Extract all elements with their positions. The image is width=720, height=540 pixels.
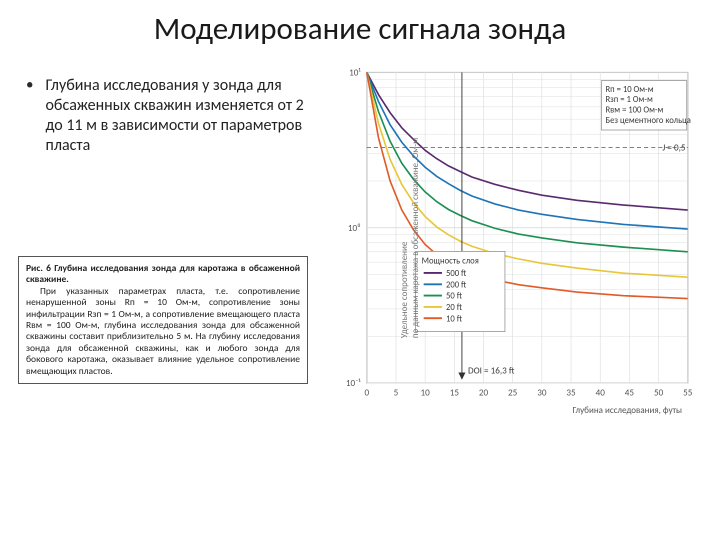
svg-text:10⁰: 10⁰ [348,223,361,234]
bullet-item: • Глубина исследования у зонда для обсаж… [18,58,308,156]
svg-text:45: 45 [625,387,635,398]
svg-text:55: 55 [683,387,693,398]
svg-text:500 ft: 500 ft [446,269,467,279]
svg-text:Мощность слоя: Мощность слоя [422,257,479,267]
svg-text:50: 50 [654,387,664,398]
figure-caption: Рис. 6 Глубина исследования зонда для ка… [18,256,308,384]
svg-text:Без цементного кольца: Без цементного кольца [606,116,691,126]
svg-text:40: 40 [596,387,606,398]
svg-text:200 ft: 200 ft [446,280,467,290]
y-axis-label: Удельное сопротивление по данным каротаж… [399,138,421,338]
bullet-marker: • [26,76,33,156]
svg-text:Rп = 10 Ом-м: Rп = 10 Ом-м [606,85,654,95]
svg-text:J = 0,5: J = 0,5 [662,143,685,154]
x-axis-label: Глубина исследования, футы [573,405,683,416]
svg-text:20: 20 [479,387,489,398]
svg-text:30: 30 [537,387,547,398]
svg-text:Rзп = 1 Ом-м: Rзп = 1 Ом-м [606,95,653,105]
caption-body: При указанных параметрах пласта, т.е. со… [26,286,300,377]
caption-head: Рис. 6 Глубина исследования зонда для ка… [26,262,300,285]
content-row: • Глубина исследования у зонда для обсаж… [0,58,720,418]
page-title: Моделирование сигнала зонда [0,0,720,58]
svg-text:10¹: 10¹ [349,67,361,78]
svg-text:20 ft: 20 ft [446,303,463,313]
svg-text:25: 25 [508,387,518,398]
svg-text:50 ft: 50 ft [446,292,463,302]
svg-text:10 ft: 10 ft [446,314,463,324]
svg-text:5: 5 [394,387,399,398]
svg-text:15: 15 [450,387,460,398]
svg-text:DOI = 16,3 ft: DOI = 16,3 ft [468,366,515,377]
svg-text:Rвм = 100 Ом-м: Rвм = 100 Ом-м [606,105,664,115]
chart-area: Удельное сопротивление по данным каротаж… [316,58,702,418]
svg-text:0: 0 [364,387,369,398]
left-column: • Глубина исследования у зонда для обсаж… [18,58,308,418]
svg-text:10⁻¹: 10⁻¹ [346,378,362,389]
depth-chart: 0 5 10 15 20 25 30 35 40 45 50 55 10⁻¹ 10⁰ 10¹ DOI = 16… [316,58,702,418]
svg-text:35: 35 [566,387,576,398]
bullet-text: Глубина исследования у зонда для обсажен… [45,76,308,156]
svg-text:10: 10 [421,387,431,398]
